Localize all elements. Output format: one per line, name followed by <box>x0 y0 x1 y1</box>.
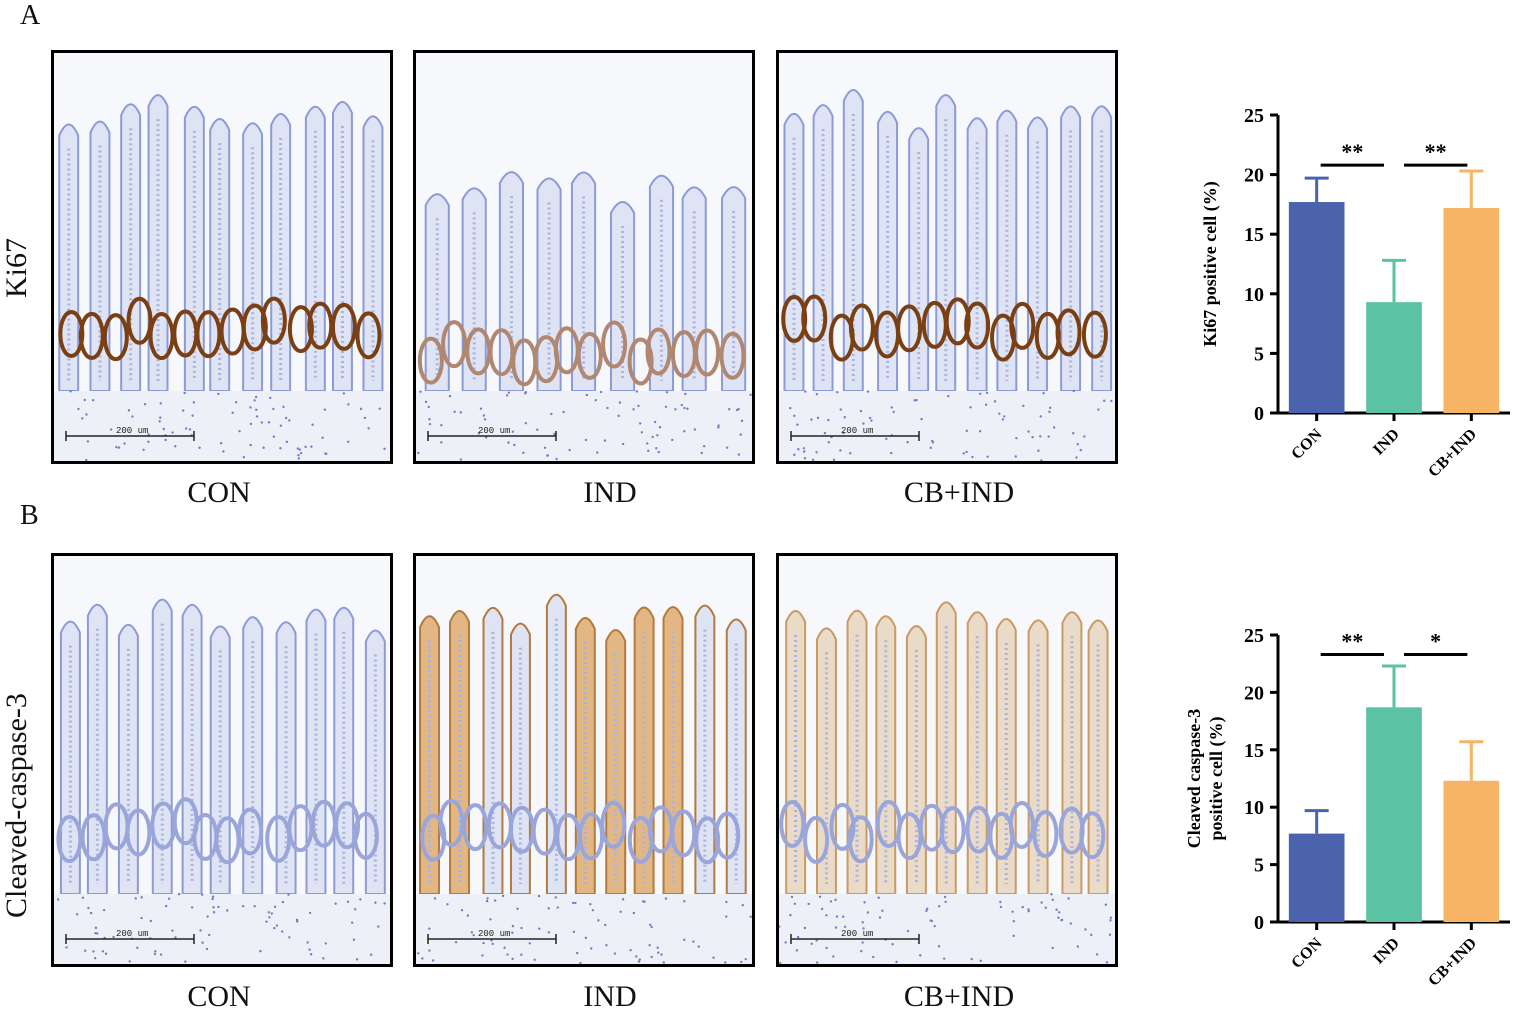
villus-shape <box>58 123 80 392</box>
micrograph-ki67-ind: 200 um <box>413 50 755 464</box>
condition-label-b-cb-ind: CB+IND <box>903 980 1015 1013</box>
villus-shape <box>242 616 264 895</box>
villus-shape <box>242 122 264 392</box>
y-tick-label: 5 <box>1254 855 1264 877</box>
x-tick-label: CB+IND <box>1425 426 1480 481</box>
micrograph-ki67-con: 200 um <box>51 50 393 464</box>
significance-label: ** <box>1341 139 1363 164</box>
bar-con <box>1288 833 1345 922</box>
micrograph-caspase-con: 200 um <box>51 553 393 967</box>
scale-bar-label: 200 um <box>478 426 510 436</box>
villus-shape <box>662 606 684 895</box>
villus-shape <box>333 606 355 895</box>
villus-shape <box>1060 105 1082 392</box>
villus-shape <box>812 104 834 392</box>
villus-shape <box>966 117 988 392</box>
x-tick-label: CON <box>1288 425 1325 462</box>
villus-shape <box>725 618 747 895</box>
scale-bar-label: 200 um <box>478 929 510 939</box>
micrograph-caspase-ind: 200 um <box>413 553 755 967</box>
significance-label: * <box>1430 629 1441 654</box>
villus-shape <box>305 608 327 895</box>
villus-shape <box>785 609 807 895</box>
y-tick-label: 5 <box>1254 343 1264 365</box>
x-tick-label: IND <box>1370 935 1403 968</box>
y-axis-label: Cleaved caspase-3 <box>1184 709 1204 848</box>
y-tick-label: 0 <box>1254 403 1264 425</box>
y-axis-label: Ki67 positive cell (%) <box>1200 181 1221 346</box>
y-tick-label: 20 <box>1244 682 1264 704</box>
panel-letter-a: A <box>20 0 41 31</box>
y-axis-label: positive cell (%) <box>1206 717 1227 841</box>
row-label-ki67: Ki67 <box>0 238 33 298</box>
bar-con <box>1288 202 1345 413</box>
bar-ind <box>1366 707 1422 922</box>
villus-shape <box>605 629 627 895</box>
villus-shape <box>362 115 384 392</box>
x-tick-label: IND <box>1370 426 1403 459</box>
y-tick-label: 0 <box>1254 912 1264 934</box>
villus-shape <box>151 598 173 895</box>
condition-label-a-con: CON <box>187 476 251 509</box>
x-tick-label: CON <box>1288 934 1325 971</box>
bar-ind <box>1366 302 1422 413</box>
villus-shape <box>364 629 386 895</box>
scale-bar-label: 200 um <box>116 426 148 436</box>
y-tick-label: 15 <box>1244 740 1264 762</box>
villus-shape <box>935 94 957 392</box>
significance-label: ** <box>1341 629 1363 654</box>
condition-label-b-ind: IND <box>583 980 637 1013</box>
bar-cb-ind <box>1443 207 1500 413</box>
micrograph-caspase-cb-ind: 200 um <box>776 553 1118 967</box>
villus-shape <box>120 103 142 392</box>
x-tick-label: CB+IND <box>1425 935 1480 990</box>
micrograph-ki67-cb-ind: 200 um <box>776 50 1118 464</box>
panel-letter-b: B <box>20 500 39 531</box>
villus-shape <box>59 620 81 895</box>
y-tick-label: 25 <box>1244 625 1264 647</box>
condition-label-b-con: CON <box>187 980 251 1013</box>
bar-chart-caspase: 0 5 10 15 20 25 Cleaved caspase-3 positive cell… <box>1170 615 1530 1014</box>
scale-bar-label: 200 um <box>841 929 873 939</box>
y-tick-label: 25 <box>1244 105 1264 127</box>
y-tick-label: 10 <box>1244 284 1264 306</box>
bar-chart-ki67: 0 5 10 15 20 25 Ki67 positive cell (%) CON IND CB… <box>1170 95 1530 505</box>
scale-bar-label: 200 um <box>841 426 873 436</box>
villus-shape <box>147 94 169 392</box>
y-tick-label: 15 <box>1244 224 1264 246</box>
bar-cb-ind <box>1443 780 1500 922</box>
villus-shape <box>1091 105 1113 392</box>
condition-label-a-cb-ind: CB+IND <box>903 476 1015 509</box>
y-tick-label: 10 <box>1244 797 1264 819</box>
scale-bar-label: 200 um <box>116 929 148 939</box>
villus-shape <box>482 606 504 895</box>
condition-label-a-ind: IND <box>583 476 637 509</box>
villus-shape <box>875 615 897 895</box>
villus-shape <box>783 112 805 392</box>
y-tick-label: 20 <box>1244 165 1264 187</box>
row-label-cleaved-caspase-3: Cleaved-caspase-3 <box>0 693 33 918</box>
significance-label: ** <box>1425 139 1447 164</box>
